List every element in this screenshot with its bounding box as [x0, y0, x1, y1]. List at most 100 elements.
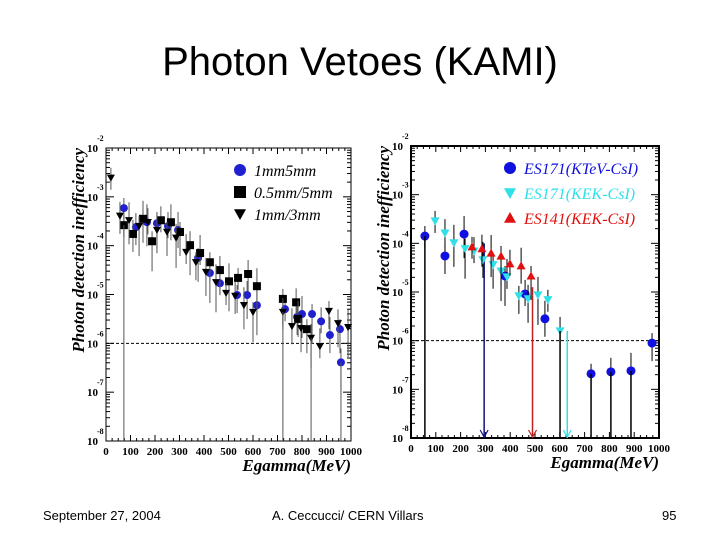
y-tick-label: 10 [392, 384, 404, 396]
x-tick-label: 100 [122, 446, 139, 458]
data-point [215, 266, 224, 275]
data-point [324, 307, 333, 316]
x-tick-label: 100 [428, 443, 445, 455]
legend-marker [234, 209, 246, 220]
legend-marker [504, 162, 516, 174]
y-tick-exponent: -6 [402, 327, 409, 336]
x-tick-label: 400 [502, 443, 519, 455]
y-tick-exponent: -3 [97, 183, 104, 192]
data-point [325, 331, 334, 340]
x-tick-label: 200 [147, 446, 164, 458]
x-tick-label: 0 [408, 443, 414, 455]
data-point [287, 323, 296, 331]
footer-author: A. Ceccucci/ CERN Villars [272, 508, 424, 523]
data-point [459, 229, 469, 239]
x-tick-label: 700 [576, 443, 593, 455]
y-axis-title: Photon detection inefficiency [374, 146, 393, 352]
data-point [297, 324, 306, 333]
data-point [205, 258, 214, 267]
data-point [523, 295, 533, 304]
y-tick-label: 10 [392, 238, 404, 250]
y-axis-title: Photon detection inefficiency [69, 148, 88, 354]
y-tick-exponent: -2 [402, 132, 409, 141]
x-axis-title: Egamma(MeV) [241, 456, 351, 475]
data-point [115, 212, 124, 220]
data-point [135, 222, 144, 231]
x-tick-label: 800 [601, 443, 618, 455]
legend-marker [234, 164, 246, 176]
data-point [526, 271, 536, 280]
right-plot: 0 100 200 300 400 500 600 700 800 900 100010-210-3… [374, 132, 671, 472]
y-tick-label: 10 [87, 338, 99, 350]
data-point [460, 245, 470, 254]
data-point [156, 216, 165, 225]
data-point [540, 314, 550, 324]
y-tick-label: 10 [392, 336, 404, 348]
data-point [244, 269, 253, 278]
x-tick-label: 900 [626, 443, 643, 455]
y-tick-exponent: -4 [402, 229, 409, 238]
data-point [152, 226, 161, 235]
legend-marker [234, 186, 246, 198]
x-tick-label: 600 [245, 446, 262, 458]
x-tick-label: 900 [318, 446, 335, 458]
data-point [496, 251, 506, 260]
y-tick-label: 10 [87, 192, 99, 204]
legend-label: ES141(KEK-CsI) [523, 211, 635, 228]
data-point [516, 261, 526, 270]
legend-marker [504, 212, 516, 223]
y-tick-exponent: -8 [97, 427, 104, 436]
data-point [128, 229, 137, 238]
upper-limit-arrowhead [527, 429, 538, 439]
data-point [533, 291, 543, 300]
data-point [163, 228, 172, 236]
data-point [449, 239, 459, 248]
legend-label: 1mm/3mm [254, 207, 321, 224]
data-point [334, 320, 343, 328]
data-point [344, 324, 353, 332]
legend-label: ES171(KTeV-CsI) [523, 161, 638, 178]
upper-limit-arrowhead [562, 429, 572, 439]
data-point [212, 279, 221, 287]
data-point [243, 290, 252, 299]
data-point [543, 296, 553, 305]
y-tick-label: 10 [392, 287, 404, 299]
data-point [234, 273, 243, 282]
footer-page-number: 95 [662, 508, 677, 523]
data-point [231, 292, 240, 300]
y-tick-label: 10 [392, 190, 404, 202]
y-tick-label: 10 [87, 143, 99, 155]
x-tick-label: 500 [527, 443, 544, 455]
legend-marker [504, 188, 516, 199]
data-point [335, 325, 344, 334]
x-tick-label: 1000 [340, 446, 363, 458]
data-point [514, 292, 524, 301]
data-point [315, 343, 324, 351]
data-point [440, 229, 450, 238]
x-tick-label: 400 [196, 446, 213, 458]
data-point [166, 218, 175, 227]
x-tick-label: 0 [103, 446, 109, 458]
x-tick-label: 500 [220, 446, 237, 458]
y-tick-exponent: -6 [97, 329, 104, 338]
data-point [486, 248, 496, 257]
data-point [647, 338, 657, 348]
data-point [505, 259, 515, 268]
y-tick-exponent: -8 [402, 424, 409, 433]
data-point [249, 308, 257, 317]
footer-date: September 27, 2004 [43, 508, 161, 523]
x-tick-label: 800 [294, 446, 311, 458]
data-point [430, 217, 440, 226]
slide-title: Photon Vetoes (KAMI) [162, 40, 558, 84]
y-tick-exponent: -4 [97, 232, 104, 241]
data-point [467, 242, 477, 251]
y-tick-exponent: -7 [97, 378, 104, 387]
data-point [308, 310, 317, 319]
y-tick-label: 10 [87, 436, 99, 448]
left-plot: 0 100 200 300 400 500 600 700 800 900 100010-210-3… [69, 134, 363, 475]
y-tick-exponent: -5 [402, 278, 409, 287]
x-tick-label: 200 [452, 443, 469, 455]
y-tick-exponent: -2 [97, 134, 104, 143]
data-point [252, 282, 261, 291]
